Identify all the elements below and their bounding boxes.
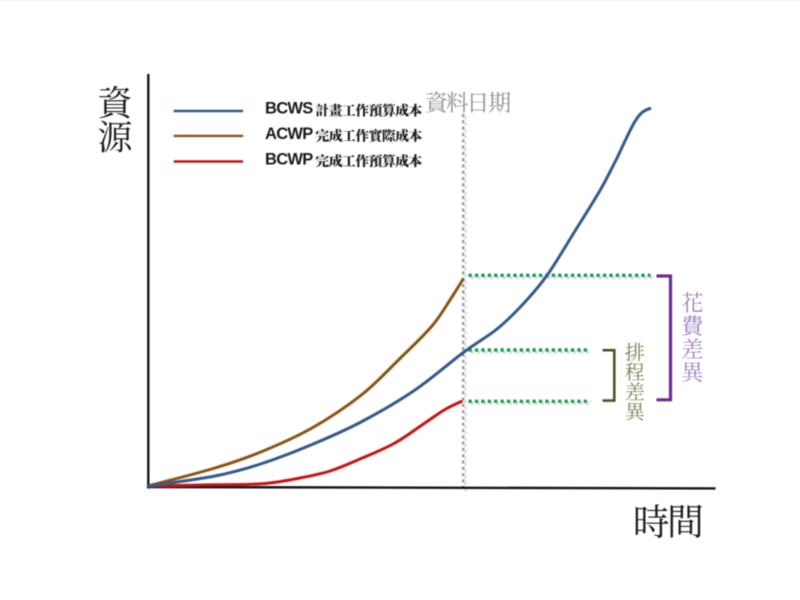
svg-text:BCWP: BCWP xyxy=(265,150,313,168)
svg-text:ACWP: ACWP xyxy=(265,125,313,143)
svg-text:BCWS: BCWS xyxy=(265,100,313,118)
